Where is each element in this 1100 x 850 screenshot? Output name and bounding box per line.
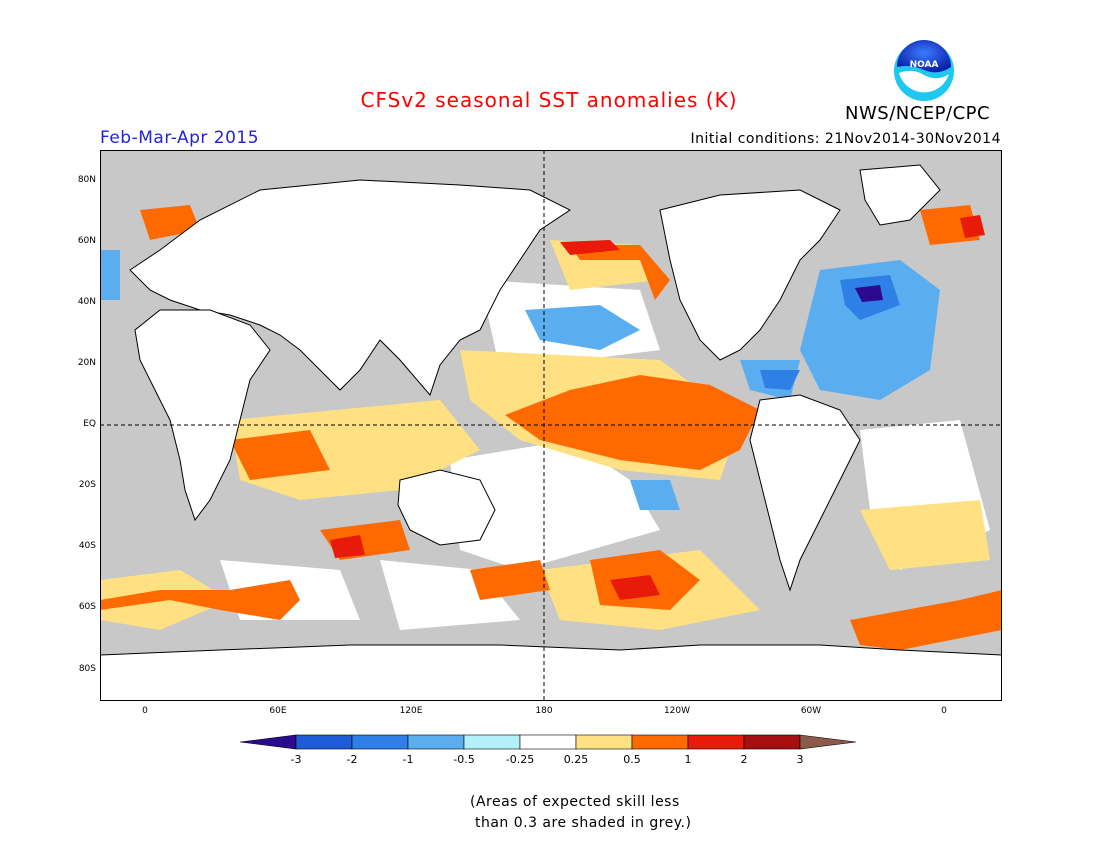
lat-label: 20N <box>77 358 96 368</box>
map-title: CFSv2 seasonal SST anomalies (K) <box>360 88 738 112</box>
colorbar-label: -0.5 <box>453 753 475 766</box>
agency-label: NWS/NCEP/CPC <box>845 103 991 124</box>
colorbar-segment <box>631 734 689 750</box>
lon-label: 0 <box>142 706 148 716</box>
lon-label: 60W <box>800 706 822 716</box>
lat-label: 80S <box>78 664 96 674</box>
colorbar-label: -1 <box>402 753 414 766</box>
map-frame <box>100 150 1002 701</box>
colorbar-segment <box>351 734 409 750</box>
warm-anomaly-1 <box>330 215 985 600</box>
colorbar-label: 0.25 <box>563 753 589 766</box>
colorbar-label: 0.5 <box>623 753 641 766</box>
land-masses <box>100 164 1002 701</box>
lat-label: 40S <box>78 541 96 551</box>
noaa-logo-text: NOAA <box>910 60 939 70</box>
colorbar-label: -0.25 <box>505 753 535 766</box>
colorbar-segment <box>463 734 521 750</box>
colorbar-segment <box>240 734 297 750</box>
lat-label: EQ <box>83 419 96 429</box>
noaa-logo: NOAA <box>894 40 954 101</box>
lon-label: 180 <box>535 706 553 716</box>
forecast-period: Feb-Mar-Apr 2015 <box>100 128 260 148</box>
sst-anomaly-map <box>100 150 1002 701</box>
colorbar-segment <box>687 734 745 750</box>
colorbar-segment <box>519 734 577 750</box>
colorbar-segment <box>407 734 465 750</box>
warm-anomaly-0-5 <box>100 205 1002 650</box>
lon-label: 120E <box>399 706 423 716</box>
lon-label: 0 <box>941 706 947 716</box>
initial-conditions: Initial conditions: 21Nov2014-30Nov2014 <box>690 131 1001 147</box>
colorbar-label: -3 <box>290 753 302 766</box>
lon-label: 120W <box>663 706 691 716</box>
skill-note: (Areas of expected skill less than 0.3 a… <box>470 794 692 831</box>
colorbar <box>240 734 857 750</box>
lat-label: 40N <box>77 297 96 307</box>
colorbar-segment <box>575 734 633 750</box>
colorbar-label: 3 <box>796 753 804 766</box>
colorbar-label: 2 <box>740 753 748 766</box>
lat-label: 20S <box>78 480 96 490</box>
colorbar-label: -2 <box>346 753 358 766</box>
colorbar-segment <box>743 734 801 750</box>
lat-label: 60N <box>77 236 96 246</box>
colorbar-segment <box>799 734 857 750</box>
colorbar-segment <box>295 734 353 750</box>
colorbar-label: 1 <box>684 753 692 766</box>
lat-label: 60S <box>78 602 96 612</box>
lon-label: 60E <box>269 706 287 716</box>
lat-label: 80N <box>77 175 96 185</box>
